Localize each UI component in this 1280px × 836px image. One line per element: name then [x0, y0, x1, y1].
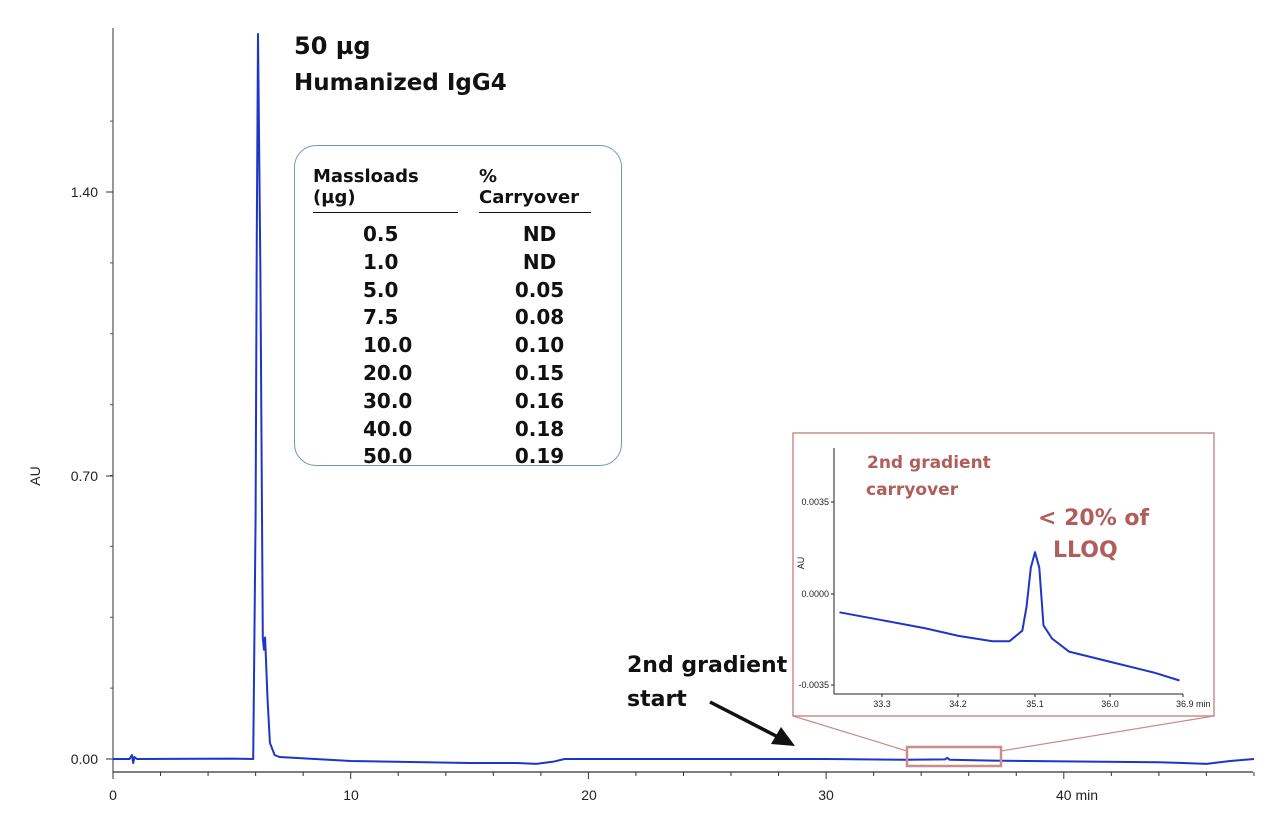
- inset-x-tick-0: 33.3: [873, 699, 891, 709]
- inset-trace-line: [839, 551, 1180, 682]
- table-row: 10.0 0.10: [313, 332, 605, 360]
- carryover-cell: 0.19: [514, 444, 565, 469]
- main-trace-line: [113, 33, 1255, 765]
- inset-x-tick-3: 36.0: [1101, 699, 1119, 709]
- y-tick-2: 1.40: [71, 184, 98, 200]
- header-carryover: % Carryover: [479, 166, 591, 213]
- table-row: 0.5 ND: [313, 221, 605, 249]
- carryover-cell: ND: [522, 249, 557, 274]
- zoom-connector-right: [1000, 715, 1215, 752]
- y-axis-title: AU: [27, 466, 43, 485]
- x-axis-labels: 0 10 20 30 40 min: [109, 787, 1098, 803]
- massload-cell: 0.5: [363, 222, 399, 246]
- x-tick-3: 30: [818, 787, 834, 803]
- massload-cell: 7.5: [363, 305, 399, 330]
- table-row: 1.0 ND: [313, 249, 605, 277]
- y-axis-labels: 0.00 0.70 1.40 AU: [27, 184, 113, 767]
- table-row: 20.0 0.15: [313, 360, 605, 388]
- x-tick-4: 40 min: [1056, 787, 1098, 803]
- y-tick-0: 0.00: [71, 751, 98, 767]
- massload-cell: 40.0: [363, 416, 413, 441]
- carryover-cell: ND: [522, 222, 557, 246]
- sample-amount-label: 50 µg: [294, 32, 371, 60]
- massload-cell: 10.0: [363, 333, 413, 358]
- arrow-icon: [709, 700, 795, 746]
- gradient-start-label-line1: 2nd gradient: [627, 653, 788, 678]
- table-row: 40.0 0.18: [313, 416, 605, 444]
- header-massloads: Massloads (µg): [313, 166, 458, 213]
- x-tick-0: 0: [109, 787, 117, 803]
- table-row: 50.0 0.19: [313, 443, 605, 471]
- massload-cell: 30.0: [363, 388, 413, 413]
- inset-callout-line2: LLOQ: [1053, 538, 1118, 563]
- massload-cell: 50.0: [363, 444, 413, 469]
- inset-title-line2: carryover: [866, 480, 959, 500]
- inset-y-tick-0: 0.0035: [801, 497, 829, 507]
- inset-chart: 0.0035 0.0000 -0.0035 AU 33.3 34.2 35.1 …: [792, 432, 1215, 717]
- inset-x-tick-4: 36.9 min: [1176, 699, 1211, 709]
- massload-cell: 5.0: [363, 277, 399, 302]
- massload-cell: 1.0: [363, 249, 399, 274]
- zoom-region-box: [905, 745, 1003, 768]
- x-tick-1: 10: [343, 787, 359, 803]
- main-axes: [110, 28, 1255, 779]
- table-body: 0.5 ND 1.0 ND 5.0 0.05 7.5 0.08 10.0 0.10 20.0 0.15…: [313, 221, 605, 471]
- carryover-table: Massloads (µg) % Carryover 0.5 ND 1.0 ND 5.0…: [294, 145, 622, 468]
- carryover-cell: 0.08: [514, 305, 565, 330]
- massload-cell: 20.0: [363, 360, 413, 385]
- carryover-cell: 0.15: [514, 360, 565, 385]
- inset-y-title: AU: [796, 557, 806, 570]
- sample-name-label: Humanized IgG4: [294, 70, 507, 96]
- inset-x-tick-1: 34.2: [949, 699, 967, 709]
- zoom-connector-left: [792, 715, 908, 752]
- gradient-start-label-line2: start: [627, 687, 687, 712]
- carryover-cell: 0.16: [514, 388, 565, 413]
- table-row: 30.0 0.16: [313, 388, 605, 416]
- carryover-cell: 0.05: [514, 277, 565, 302]
- table-row: 5.0 0.05: [313, 277, 605, 305]
- inset-y-tick-2: -0.0035: [798, 680, 829, 690]
- carryover-cell: 0.18: [514, 416, 565, 441]
- table-header: Massloads (µg) % Carryover: [313, 166, 605, 213]
- inset-callout-line1: < 20% of: [1038, 506, 1150, 531]
- x-tick-2: 20: [581, 787, 597, 803]
- inset-y-tick-1: 0.0000: [801, 589, 829, 599]
- inset-x-tick-2: 35.1: [1026, 699, 1044, 709]
- carryover-cell: 0.10: [514, 333, 565, 358]
- table-row: 7.5 0.08: [313, 304, 605, 332]
- y-tick-1: 0.70: [71, 468, 98, 484]
- inset-title-line1: 2nd gradient: [867, 453, 991, 473]
